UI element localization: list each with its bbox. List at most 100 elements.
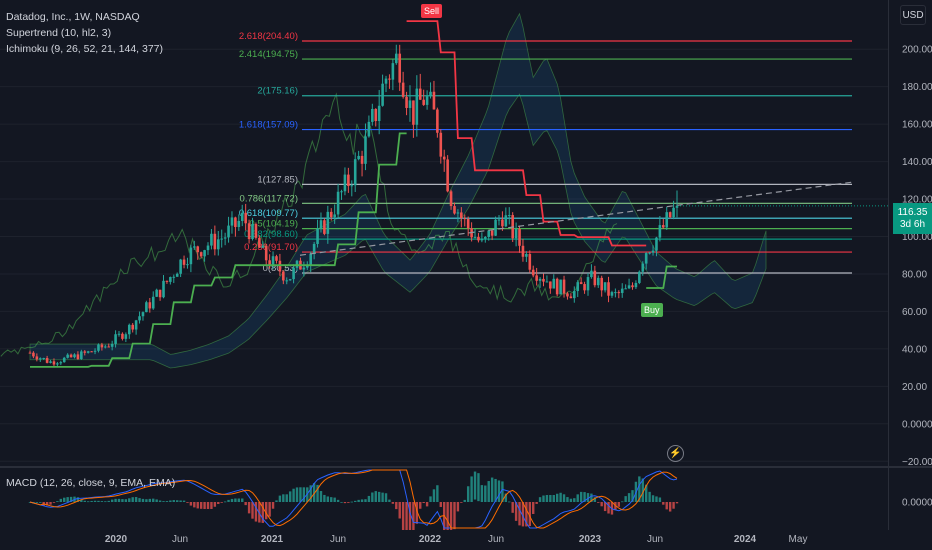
macd-histogram-bar (675, 502, 679, 504)
supertrend-up-line (30, 132, 407, 368)
macd-legend[interactable]: MACD (12, 26, close, 9, EMA, EMA) (6, 477, 176, 489)
candle-body (583, 284, 586, 291)
candle-body (28, 352, 32, 354)
macd-histogram-bar (176, 500, 179, 502)
candle-body (182, 259, 186, 265)
candle-body (271, 256, 275, 267)
candle-body (525, 254, 528, 257)
candle-body (596, 277, 600, 286)
macd-histogram-bar (354, 500, 357, 502)
macd-histogram-bar (398, 502, 401, 519)
macd-histogram-bar (244, 502, 247, 506)
candle-body (394, 53, 398, 64)
candle-body (631, 285, 634, 288)
macd-histogram-bar (446, 502, 449, 530)
y-tick-label: 160.00 (902, 120, 932, 131)
ichimoku-legend[interactable]: Ichimoku (9, 26, 52, 21, 144, 377) (6, 43, 164, 55)
macd-histogram-bar (432, 489, 436, 502)
candle-body (422, 99, 425, 105)
macd-histogram-bar (309, 485, 312, 502)
macd-histogram-bar (247, 502, 251, 514)
candle-body (76, 354, 80, 360)
macd-histogram-bar (590, 493, 593, 502)
macd-histogram-bar (466, 486, 470, 502)
x-tick-label: Jun (172, 534, 188, 545)
candle-body (73, 354, 76, 358)
candle-body (371, 108, 374, 122)
candle-body (466, 218, 470, 229)
macd-histogram-bar (213, 502, 217, 507)
candle-body (388, 78, 391, 80)
y-tick-label: 140.00 (902, 157, 932, 168)
candle-body (504, 215, 508, 227)
macd-histogram-bar (672, 502, 675, 509)
candle-body (418, 88, 422, 100)
macd-histogram-bar (220, 502, 223, 503)
macd-histogram-bar (374, 491, 377, 502)
candle-body (172, 276, 176, 278)
macd-histogram-bar (504, 493, 508, 502)
macd-histogram-bar (282, 494, 285, 502)
candle-body (148, 302, 152, 309)
candle-body (247, 223, 251, 240)
lightning-icon[interactable]: ⚡ (667, 445, 684, 462)
macd-histogram-bar (261, 502, 264, 523)
candle-body (490, 230, 494, 236)
macd-histogram-bar (401, 502, 405, 530)
candle-body (662, 225, 665, 228)
candle-body (86, 351, 90, 353)
candle-body (145, 302, 148, 313)
macd-histogram-bar (83, 500, 86, 502)
candle-body (227, 225, 230, 238)
macd-histogram-bar (350, 501, 353, 503)
macd-histogram-bar (152, 498, 155, 502)
candle-body (555, 278, 559, 295)
candle-body (627, 285, 631, 289)
macd-histogram-bar (179, 500, 182, 502)
y-tick-label: 200.00 (902, 45, 932, 56)
macd-histogram-bar (80, 499, 83, 502)
macd-histogram-bar (268, 502, 271, 517)
candle-body (141, 312, 145, 317)
macd-histogram-bar (162, 501, 165, 502)
candle-body (634, 282, 638, 288)
macd-histogram-bar (638, 476, 641, 502)
candle-body (264, 245, 268, 261)
candle-body (162, 280, 165, 298)
macd-histogram-bar (569, 498, 573, 502)
macd-histogram-bar (484, 485, 487, 502)
candle-body (497, 219, 501, 221)
macd-histogram-bar (583, 492, 586, 502)
macd-histogram-bar (86, 501, 90, 503)
candle-body (460, 212, 463, 219)
macd-histogram-bar (542, 495, 545, 502)
macd-histogram-bar (357, 499, 360, 502)
candle-body (59, 362, 63, 364)
macd-histogram-bar (552, 495, 555, 502)
fib-level-label: 0.382(98.60) (244, 229, 298, 240)
macd-histogram-bar (425, 502, 429, 507)
macd-histogram-bar (254, 502, 258, 522)
candle-body (538, 278, 542, 281)
macd-histogram-bar (521, 502, 525, 527)
currency-button[interactable]: USD (900, 5, 926, 25)
candle-body (360, 155, 364, 164)
candle-body (323, 220, 326, 234)
fib-level-label: 0.618(109.77) (239, 208, 298, 219)
candle-body (302, 267, 306, 270)
macd-histogram-bar (145, 499, 148, 502)
macd-histogram-bar (518, 502, 521, 526)
candle-body (607, 282, 610, 296)
macd-histogram-bar (117, 498, 121, 502)
candle-body (100, 344, 104, 348)
candle-body (107, 346, 111, 348)
macd-histogram-bar (100, 501, 104, 502)
macd-histogram-bar (251, 502, 254, 519)
macd-histogram-bar (237, 498, 241, 502)
supertrend-legend[interactable]: Supertrend (10, hl2, 3) (6, 27, 112, 39)
macd-histogram-bar (104, 501, 107, 503)
macd-histogram-bar (124, 499, 128, 502)
macd-histogram-bar (360, 499, 364, 502)
buy-signal-label: Buy (641, 303, 663, 317)
